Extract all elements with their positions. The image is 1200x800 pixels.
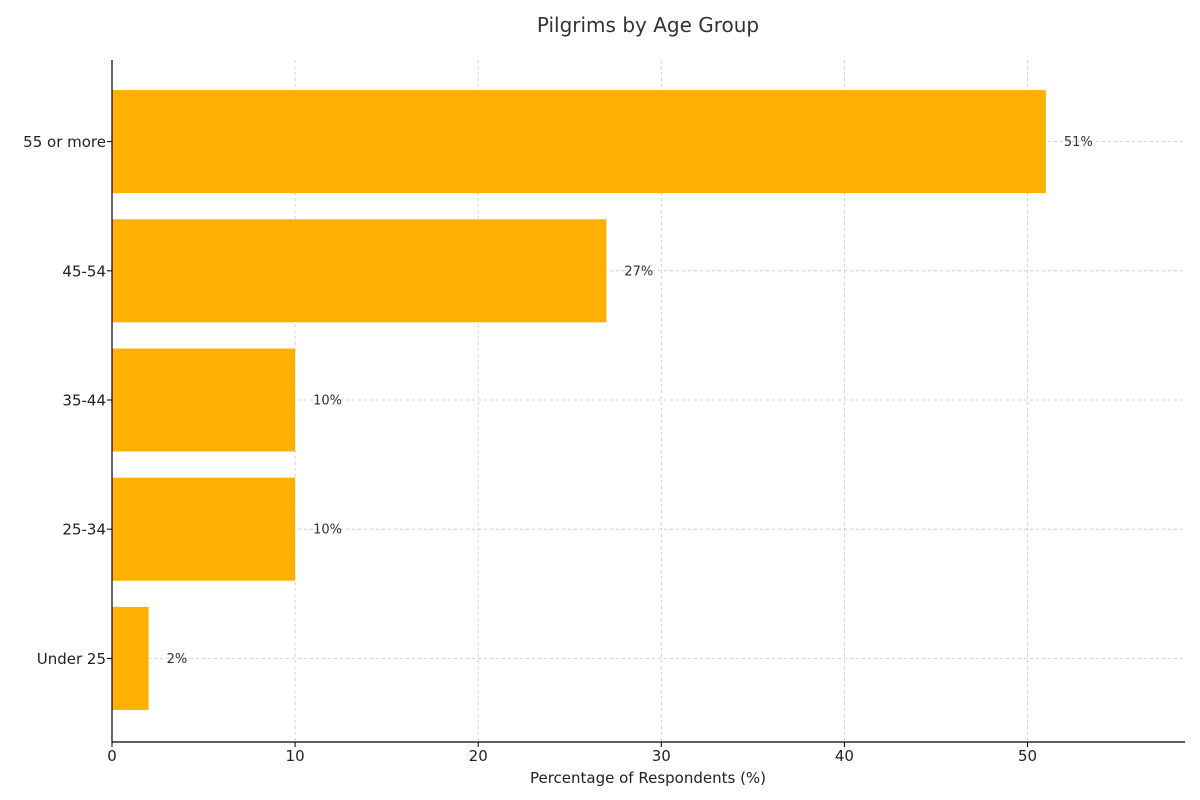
data-label-4: 2% [167,652,188,667]
x-tick-label-4: 40 [835,747,854,765]
data-labels: 51% 27% 10% 10% 2% [167,135,1093,667]
bars [112,90,1046,710]
x-tick-label-3: 30 [652,747,671,765]
y-tick-label-3: 25-34 [62,521,106,539]
x-axis-label: Percentage of Respondents (%) [530,769,766,787]
chart-title: Pilgrims by Age Group [537,13,759,37]
bar-1 [112,219,607,323]
x-tick-label-1: 10 [286,747,305,765]
x-tick-label-2: 20 [469,747,488,765]
x-tick-label-5: 50 [1018,747,1037,765]
data-label-0: 51% [1064,135,1093,150]
data-label-2: 10% [313,394,342,409]
axes [111,60,1185,743]
bar-2 [112,348,296,452]
y-tick-label-2: 35-44 [62,392,106,410]
data-label-3: 10% [313,523,342,538]
x-tick-label-0: 0 [107,747,117,765]
y-tick-label-0: 55 or more [23,133,106,151]
y-tick-label-4: Under 25 [37,650,106,668]
bar-0 [112,90,1046,194]
bar-3 [112,477,296,581]
data-label-1: 27% [624,264,653,279]
bar-4 [112,606,149,710]
y-tick-label-1: 45-54 [62,262,106,280]
tick-labels: 0 10 20 30 40 50 55 or more 45-54 35-44 25-34 Unde… [23,133,1037,765]
